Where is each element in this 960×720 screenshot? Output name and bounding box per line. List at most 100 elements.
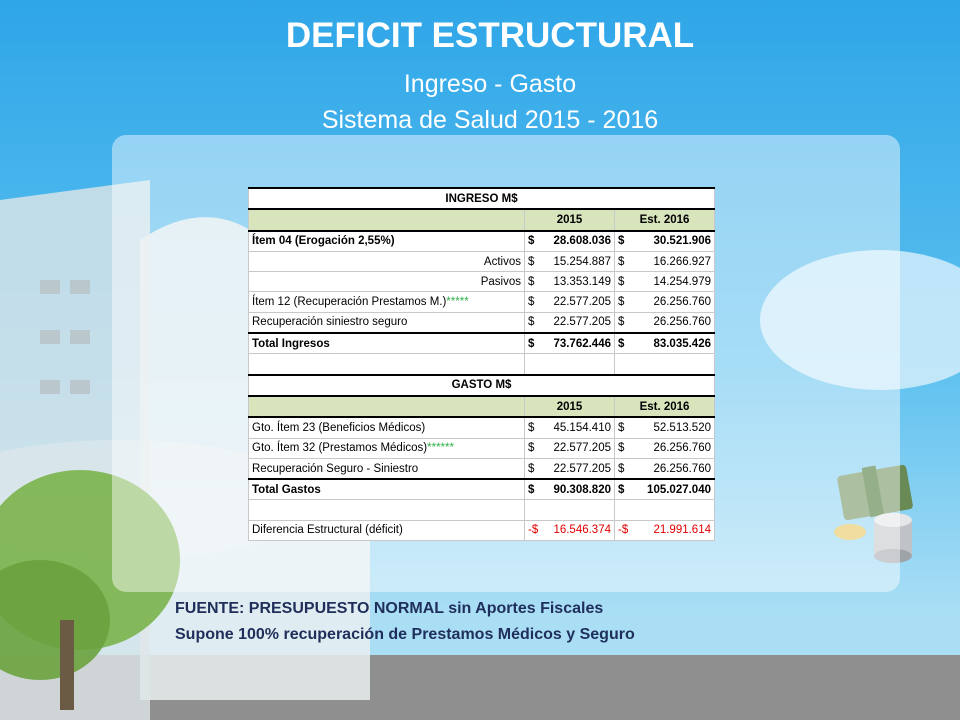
amount: 13.353.149 [553, 275, 611, 288]
budget-table: INGRESO M$ 2015 Est. 2016 Ítem 04 (Erogació… [248, 186, 715, 542]
value-cell: -$ 21.991.614 [614, 519, 715, 542]
table-row: Pasivos $13.353.149 $14.254.979 [248, 271, 715, 293]
amount: 14.254.979 [653, 275, 711, 288]
empty-cell [248, 499, 525, 521]
money: $14.254.979 [618, 276, 711, 288]
value-cell: $73.762.446 [524, 332, 615, 355]
money: $28.608.036 [528, 235, 611, 247]
subtitle: Sistema de Salud 2015 - 2016 [321, 106, 659, 134]
money-icon [834, 464, 913, 563]
money: $26.256.760 [618, 442, 711, 454]
currency-sign: $ [618, 421, 625, 434]
value-cell: $22.577.205 [524, 457, 615, 480]
table-row: Diferencia Estructural (déficit) -$ 16.546… [248, 519, 715, 542]
label-text: Recuperación Seguro - Siniestro [252, 462, 419, 475]
table-row: 2015 Est. 2016 [248, 208, 715, 232]
footer-note: FUENTE: PRESUPUESTO NORMAL sin Aportes F… [175, 600, 604, 617]
amount: 22.577.205 [553, 296, 611, 309]
amount: 16.546.374 [553, 524, 611, 537]
currency-sign: $ [528, 462, 535, 475]
amount: 26.256.760 [653, 442, 711, 455]
table-row: GASTO M$ [248, 373, 715, 397]
amount: 90.308.820 [553, 483, 611, 496]
row-label: Pasivos [248, 271, 525, 293]
table-row: 2015 Est. 2016 [248, 394, 715, 418]
currency-sign: $ [528, 421, 535, 434]
value-cell: $45.154.410 [524, 416, 615, 439]
value-cell: $26.256.760 [614, 457, 715, 480]
label-text: Total Ingresos [252, 337, 330, 350]
header-cell [248, 394, 525, 418]
money: $16.266.927 [618, 256, 711, 268]
money: -$ 21.991.614 [618, 524, 711, 536]
label-text: Gto. Ítem 23 (Beneficios Médicos) [252, 421, 426, 434]
currency-sign: -$ [528, 524, 539, 537]
amount: 16.266.927 [653, 255, 711, 268]
value-cell: $28.608.036 [524, 229, 615, 252]
amount: 22.577.205 [553, 442, 611, 455]
amount: 45.154.410 [553, 421, 611, 434]
row-label: Gto. Ítem 32 (Prestamos Médicos)****** [248, 437, 525, 459]
money: $30.521.906 [618, 235, 711, 247]
currency-sign: $ [528, 442, 535, 455]
amount: 26.256.760 [653, 316, 711, 329]
table-row [248, 353, 715, 376]
currency-sign: $ [528, 275, 535, 288]
title: DEFICIT ESTRUCTURAL [285, 16, 695, 55]
currency-sign: $ [618, 235, 625, 248]
value-cell: $22.577.205 [524, 291, 615, 313]
money: $26.256.760 [618, 296, 711, 308]
value-cell: $13.353.149 [524, 271, 615, 293]
amount: 22.577.205 [553, 462, 611, 475]
value-cell: $15.254.887 [524, 250, 615, 273]
value-cell: $26.256.760 [614, 437, 715, 459]
label-text: Gto. Ítem 32 (Prestamos Médicos) [252, 442, 428, 455]
money: $52.513.520 [618, 422, 711, 434]
column-header: Est. 2016 [614, 208, 715, 232]
currency-sign: $ [618, 337, 625, 350]
table-row: Total Gastos $90.308.820 $105.027.040 [248, 478, 715, 501]
label-text: Pasivos [480, 275, 521, 288]
value-cell: $90.308.820 [524, 478, 615, 501]
amount: 21.991.614 [653, 524, 711, 537]
currency-sign: $ [618, 275, 625, 288]
row-label: Ítem 04 (Erogación 2,55%) [248, 229, 525, 252]
value-cell: $105.027.040 [614, 478, 715, 501]
currency-sign: $ [528, 316, 535, 329]
amount: 83.035.426 [653, 337, 711, 350]
table-row: Ítem 12 (Recuperación Prestamos M.)*****… [248, 291, 715, 313]
currency-sign: $ [528, 296, 535, 309]
amount: 105.027.040 [647, 483, 711, 496]
value-cell: $26.256.760 [614, 291, 715, 313]
value-cell: $16.266.927 [614, 250, 715, 273]
note-mark: ***** [446, 296, 469, 309]
amount: 52.513.520 [653, 421, 711, 434]
currency-sign: $ [618, 483, 625, 496]
value-cell: $83.035.426 [614, 332, 715, 355]
currency-sign: $ [528, 337, 535, 350]
empty-cell [524, 353, 615, 376]
money: $90.308.820 [528, 484, 611, 496]
row-label: Gto. Ítem 23 (Beneficios Médicos) [248, 416, 525, 439]
amount: 15.254.887 [553, 255, 611, 268]
money: $22.577.205 [528, 316, 611, 328]
currency-sign: $ [618, 462, 625, 475]
currency-sign: $ [618, 316, 625, 329]
empty-cell [524, 499, 615, 521]
row-label: Activos [248, 250, 525, 273]
label-text: Ítem 04 (Erogación 2,55%) [252, 235, 395, 248]
currency-sign: $ [528, 255, 535, 268]
label-text: Total Gastos [252, 483, 321, 496]
value-cell: -$ 16.546.374 [524, 519, 615, 542]
table-row: Gto. Ítem 23 (Beneficios Médicos) $45.154… [248, 416, 715, 439]
column-header: 2015 [524, 394, 615, 418]
label-text: Activos [483, 255, 521, 268]
money: $83.035.426 [618, 338, 711, 350]
money: -$ 16.546.374 [528, 524, 611, 536]
amount: 28.608.036 [553, 235, 611, 248]
table-row [248, 499, 715, 521]
money: $45.154.410 [528, 422, 611, 434]
value-cell: $30.521.906 [614, 229, 715, 252]
currency-sign: $ [618, 255, 625, 268]
